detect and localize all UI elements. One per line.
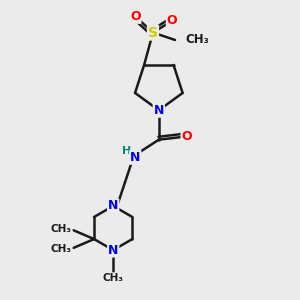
Text: N: N [108,200,119,212]
Text: N: N [130,151,140,164]
Text: O: O [167,14,177,27]
Text: O: O [130,10,141,23]
Text: S: S [148,26,158,40]
Text: H: H [122,146,131,156]
Text: CH₃: CH₃ [185,33,209,46]
Text: CH₃: CH₃ [51,244,72,254]
Text: O: O [182,130,192,143]
Text: CH₃: CH₃ [51,224,72,234]
Text: N: N [154,104,164,117]
Text: N: N [108,244,119,256]
Text: CH₃: CH₃ [103,273,124,283]
